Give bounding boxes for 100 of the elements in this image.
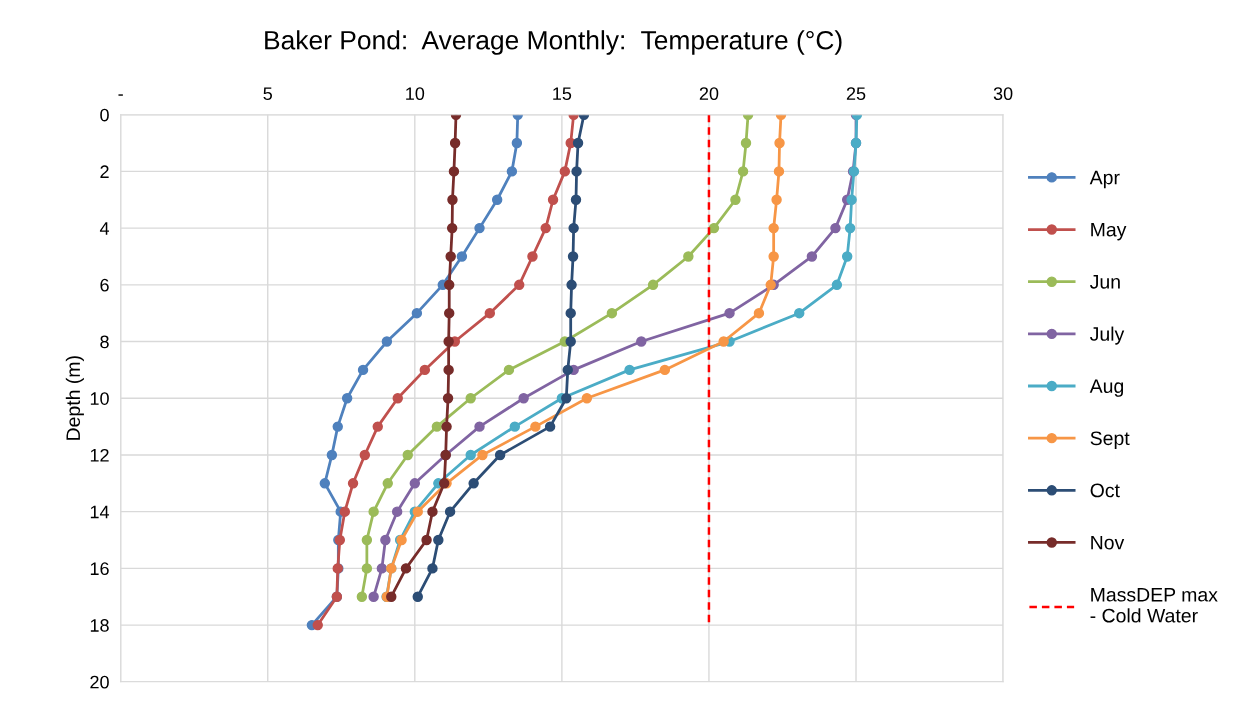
point: [421, 534, 432, 546]
point: [509, 421, 521, 432]
point: [419, 364, 431, 376]
legend-label: Jun: [1089, 275, 1120, 289]
chart-title: Baker Pond: Average Monthly: Temperature (°C): [265, 30, 842, 55]
point: [794, 307, 805, 319]
point: [339, 506, 351, 517]
point: [527, 251, 538, 262]
legend-label: Sept: [1090, 431, 1130, 449]
point: [571, 166, 582, 177]
point: [544, 421, 556, 432]
legend-label: Oct: [1090, 483, 1120, 498]
point: [768, 222, 779, 234]
point: [368, 506, 379, 517]
point: [494, 449, 506, 461]
point: [441, 421, 452, 432]
point: [444, 506, 456, 517]
point: [830, 222, 841, 234]
point: [724, 307, 735, 319]
point: [361, 534, 373, 546]
point: [474, 421, 485, 432]
point: [718, 336, 729, 347]
point: [730, 194, 741, 205]
point: [465, 393, 476, 404]
point: [659, 364, 671, 376]
point: [386, 591, 397, 602]
point: [391, 506, 403, 517]
point: [561, 393, 572, 404]
point: [468, 478, 479, 489]
point: [446, 222, 458, 234]
point: [359, 449, 371, 461]
point: [382, 478, 393, 489]
point: [530, 421, 541, 432]
point: [332, 421, 343, 432]
x-tick-label: 15: [553, 87, 572, 101]
point: [773, 166, 785, 177]
y-tick-label: 20: [90, 675, 109, 689]
x-tick-label: 10: [406, 87, 425, 101]
legend-label: Nov: [1091, 535, 1125, 550]
y-tick-label: 16: [90, 562, 109, 576]
legend-label: Aug: [1089, 379, 1124, 397]
point: [806, 251, 818, 262]
point: [846, 194, 857, 205]
point: [380, 534, 391, 546]
point: [341, 393, 353, 404]
point: [624, 364, 635, 376]
y-tick-label: 12: [90, 448, 109, 462]
point: [565, 336, 576, 347]
point: [559, 166, 571, 177]
x-tick-label: -: [118, 94, 123, 96]
point: [491, 194, 503, 205]
point: [442, 393, 454, 404]
x-tick-label: 5: [263, 87, 273, 101]
point: [506, 166, 518, 177]
y-tick-label: 0: [100, 108, 109, 122]
legend-label: May: [1091, 222, 1127, 241]
point: [319, 478, 331, 489]
point: [740, 137, 752, 149]
point: [514, 279, 525, 291]
point: [409, 478, 421, 489]
point: [456, 251, 468, 262]
y-tick-label: 14: [90, 505, 110, 519]
point: [572, 137, 584, 149]
point: [449, 137, 461, 149]
point: [347, 478, 359, 489]
point: [474, 222, 485, 234]
point: [412, 591, 423, 602]
point: [411, 307, 423, 319]
point: [427, 563, 438, 574]
point: [636, 336, 647, 347]
point: [518, 393, 529, 404]
x-tick-label: 25: [846, 87, 866, 101]
point: [737, 166, 749, 177]
point: [427, 506, 438, 517]
point: [376, 563, 388, 574]
point: [503, 364, 515, 376]
point: [562, 364, 573, 376]
point: [312, 619, 323, 631]
y-tick-label: 18: [90, 619, 109, 632]
point: [381, 336, 393, 347]
y-tick-label: 4: [99, 222, 110, 235]
point: [368, 591, 379, 602]
point: [540, 222, 551, 234]
point: [511, 137, 523, 149]
point: [771, 194, 782, 205]
point: [567, 251, 579, 262]
point: [372, 421, 383, 432]
x-tick-label: 30: [993, 87, 1013, 101]
point: [465, 449, 476, 461]
point: [606, 307, 618, 319]
legend-label: MassDEP max - Cold Water: [1090, 588, 1218, 623]
point: [431, 421, 443, 432]
point: [356, 591, 368, 602]
point: [400, 563, 412, 574]
point: [844, 222, 856, 234]
point: [565, 307, 576, 319]
legend-label: Apr: [1089, 170, 1120, 189]
point: [326, 449, 338, 461]
point: [361, 563, 373, 574]
point: [357, 364, 369, 376]
